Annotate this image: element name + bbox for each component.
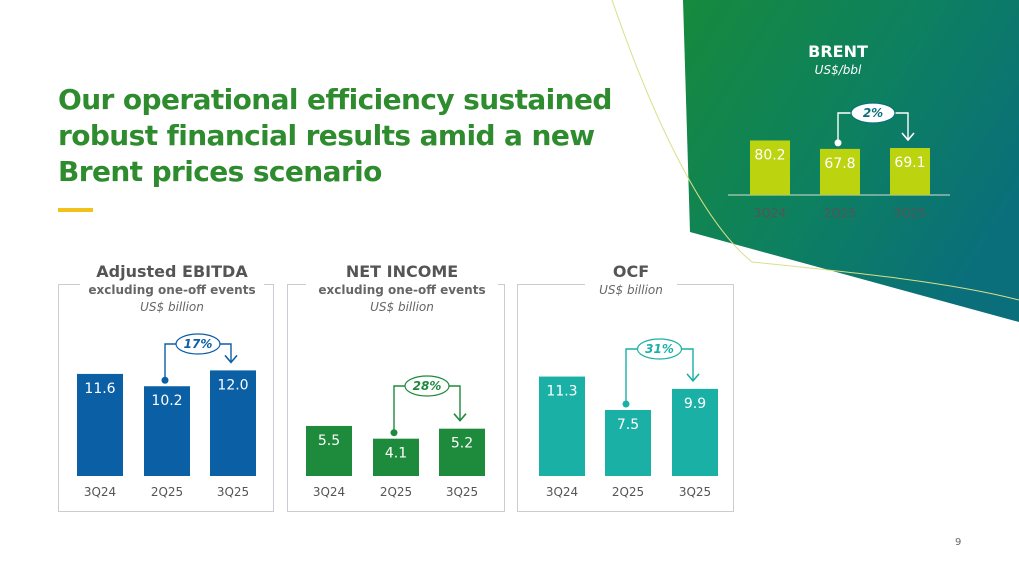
- net_income-bar-2Q25: [373, 438, 419, 476]
- net-income-unit: US$ billion: [370, 300, 434, 314]
- brent-title: BRENT: [808, 42, 868, 61]
- brent-chart: 80.2 3Q24 67.8 2Q25 69.1 3Q25 2%: [728, 102, 950, 220]
- ebitda-header: Adjusted EBITDA excluding one-off events…: [80, 262, 264, 316]
- net_income-value-label-2Q25: 4.1: [385, 446, 407, 462]
- ocf-bar-3Q25: [672, 388, 718, 476]
- brent-header: BRENT US$/bbl: [768, 42, 908, 79]
- ebitda-tick-3Q24: 3Q24: [84, 485, 116, 499]
- ebitda-title: Adjusted EBITDA: [96, 262, 248, 281]
- ebitda-change-start-dot: [161, 376, 169, 384]
- net_income-tick-3Q25: 3Q25: [446, 485, 478, 499]
- ocf-change-percent: 31%: [645, 342, 674, 356]
- ebitda-bar-2Q25: [144, 386, 190, 476]
- title-accent-dash: [58, 208, 93, 212]
- brent-change-arrowhead: [901, 132, 915, 142]
- ebitda-unit: US$ billion: [140, 300, 204, 314]
- brent-tick-3Q25: 3Q25: [894, 206, 926, 220]
- brent-bar-3Q24: [750, 140, 790, 195]
- brent-bar-2Q25: [820, 148, 860, 195]
- title-line-1: Our operational efficiency sustained: [58, 83, 612, 116]
- ocf-change-badge: [636, 338, 683, 360]
- ocf-change-start-dot: [622, 400, 630, 408]
- net_income-change-start-dot: [390, 429, 398, 437]
- brent-change-percent: 2%: [863, 106, 883, 120]
- ebitda-change-percent: 17%: [184, 337, 213, 351]
- ocf-bar-2Q25: [605, 410, 651, 476]
- ocf-chart: 11.3 3Q24 7.5 2Q25 9.9 3Q25 31%: [539, 338, 718, 499]
- net_income-change-arrowhead: [453, 413, 467, 422]
- ebitda-subtitle: excluding one-off events: [88, 283, 256, 297]
- ocf-tick-2Q25: 2Q25: [612, 485, 644, 499]
- brent-change-start-dot: [834, 139, 842, 147]
- ocf-tick-3Q24: 3Q24: [546, 485, 578, 499]
- ocf-change-arrowhead: [686, 373, 700, 383]
- ocf-value-label-2Q25: 7.5: [617, 417, 639, 433]
- ebitda-bar-3Q25: [210, 370, 256, 476]
- brent-value-label-3Q25: 69.1: [894, 155, 925, 171]
- net-income-title: NET INCOME: [345, 262, 459, 281]
- ebitda-bar-3Q24: [77, 373, 123, 476]
- ebitda-change-badge: [175, 333, 221, 355]
- ocf-bar-3Q24: [539, 376, 585, 476]
- ebitda-chart: 11.6 3Q24 10.2 2Q25 12.0 3Q25 17%: [77, 333, 256, 499]
- ocf-header: OCF US$ billion: [585, 262, 677, 299]
- ebitda-tick-3Q25: 3Q25: [217, 485, 249, 499]
- net_income-value-label-3Q25: 5.2: [451, 436, 473, 452]
- thin-accent-line: [611, 0, 1019, 301]
- ocf-value-label-3Q24: 11.3: [546, 384, 577, 400]
- ebitda-change-arrowhead: [224, 354, 238, 364]
- page-number: 9: [955, 537, 962, 548]
- brent-tick-2Q25: 2Q25: [824, 206, 856, 220]
- net-income-subtitle: excluding one-off events: [318, 283, 486, 297]
- net-income-chart: 5.5 3Q24 4.1 2Q25 5.2 3Q25 28%: [306, 375, 485, 499]
- ocf-title: OCF: [612, 262, 650, 281]
- ocf-tick-3Q25: 3Q25: [679, 485, 711, 499]
- net_income-value-label-3Q24: 5.5: [318, 433, 340, 449]
- ebitda-tick-2Q25: 2Q25: [151, 485, 183, 499]
- brent-unit: US$/bbl: [814, 63, 862, 77]
- net-income-header: NET INCOME excluding one-off events US$ …: [306, 262, 498, 316]
- title-line-3: Brent prices scenario: [58, 155, 382, 188]
- ocf-unit: US$ billion: [599, 283, 663, 297]
- net_income-bar-3Q24: [306, 425, 352, 476]
- net_income-tick-2Q25: 2Q25: [380, 485, 412, 499]
- ocf-value-label-3Q25: 9.9: [684, 396, 706, 412]
- net_income-bar-3Q25: [439, 428, 485, 476]
- title-line-2: robust financial results amid a new: [58, 119, 595, 152]
- net_income-change-badge: [404, 375, 450, 397]
- brent-change-badge: [850, 102, 896, 124]
- page-title: Our operational efficiency sustained rob…: [58, 82, 612, 190]
- brent-bar-3Q25: [890, 148, 930, 195]
- net_income-change-percent: 28%: [413, 379, 442, 393]
- ebitda-value-label-3Q25: 12.0: [217, 377, 248, 393]
- ebitda-value-label-2Q25: 10.2: [151, 393, 182, 409]
- net_income-tick-3Q24: 3Q24: [313, 485, 345, 499]
- brent-tick-3Q24: 3Q24: [754, 206, 786, 220]
- brent-value-label-2Q25: 67.8: [824, 156, 855, 172]
- ebitda-value-label-3Q24: 11.6: [84, 381, 115, 397]
- brent-value-label-3Q24: 80.2: [754, 147, 785, 163]
